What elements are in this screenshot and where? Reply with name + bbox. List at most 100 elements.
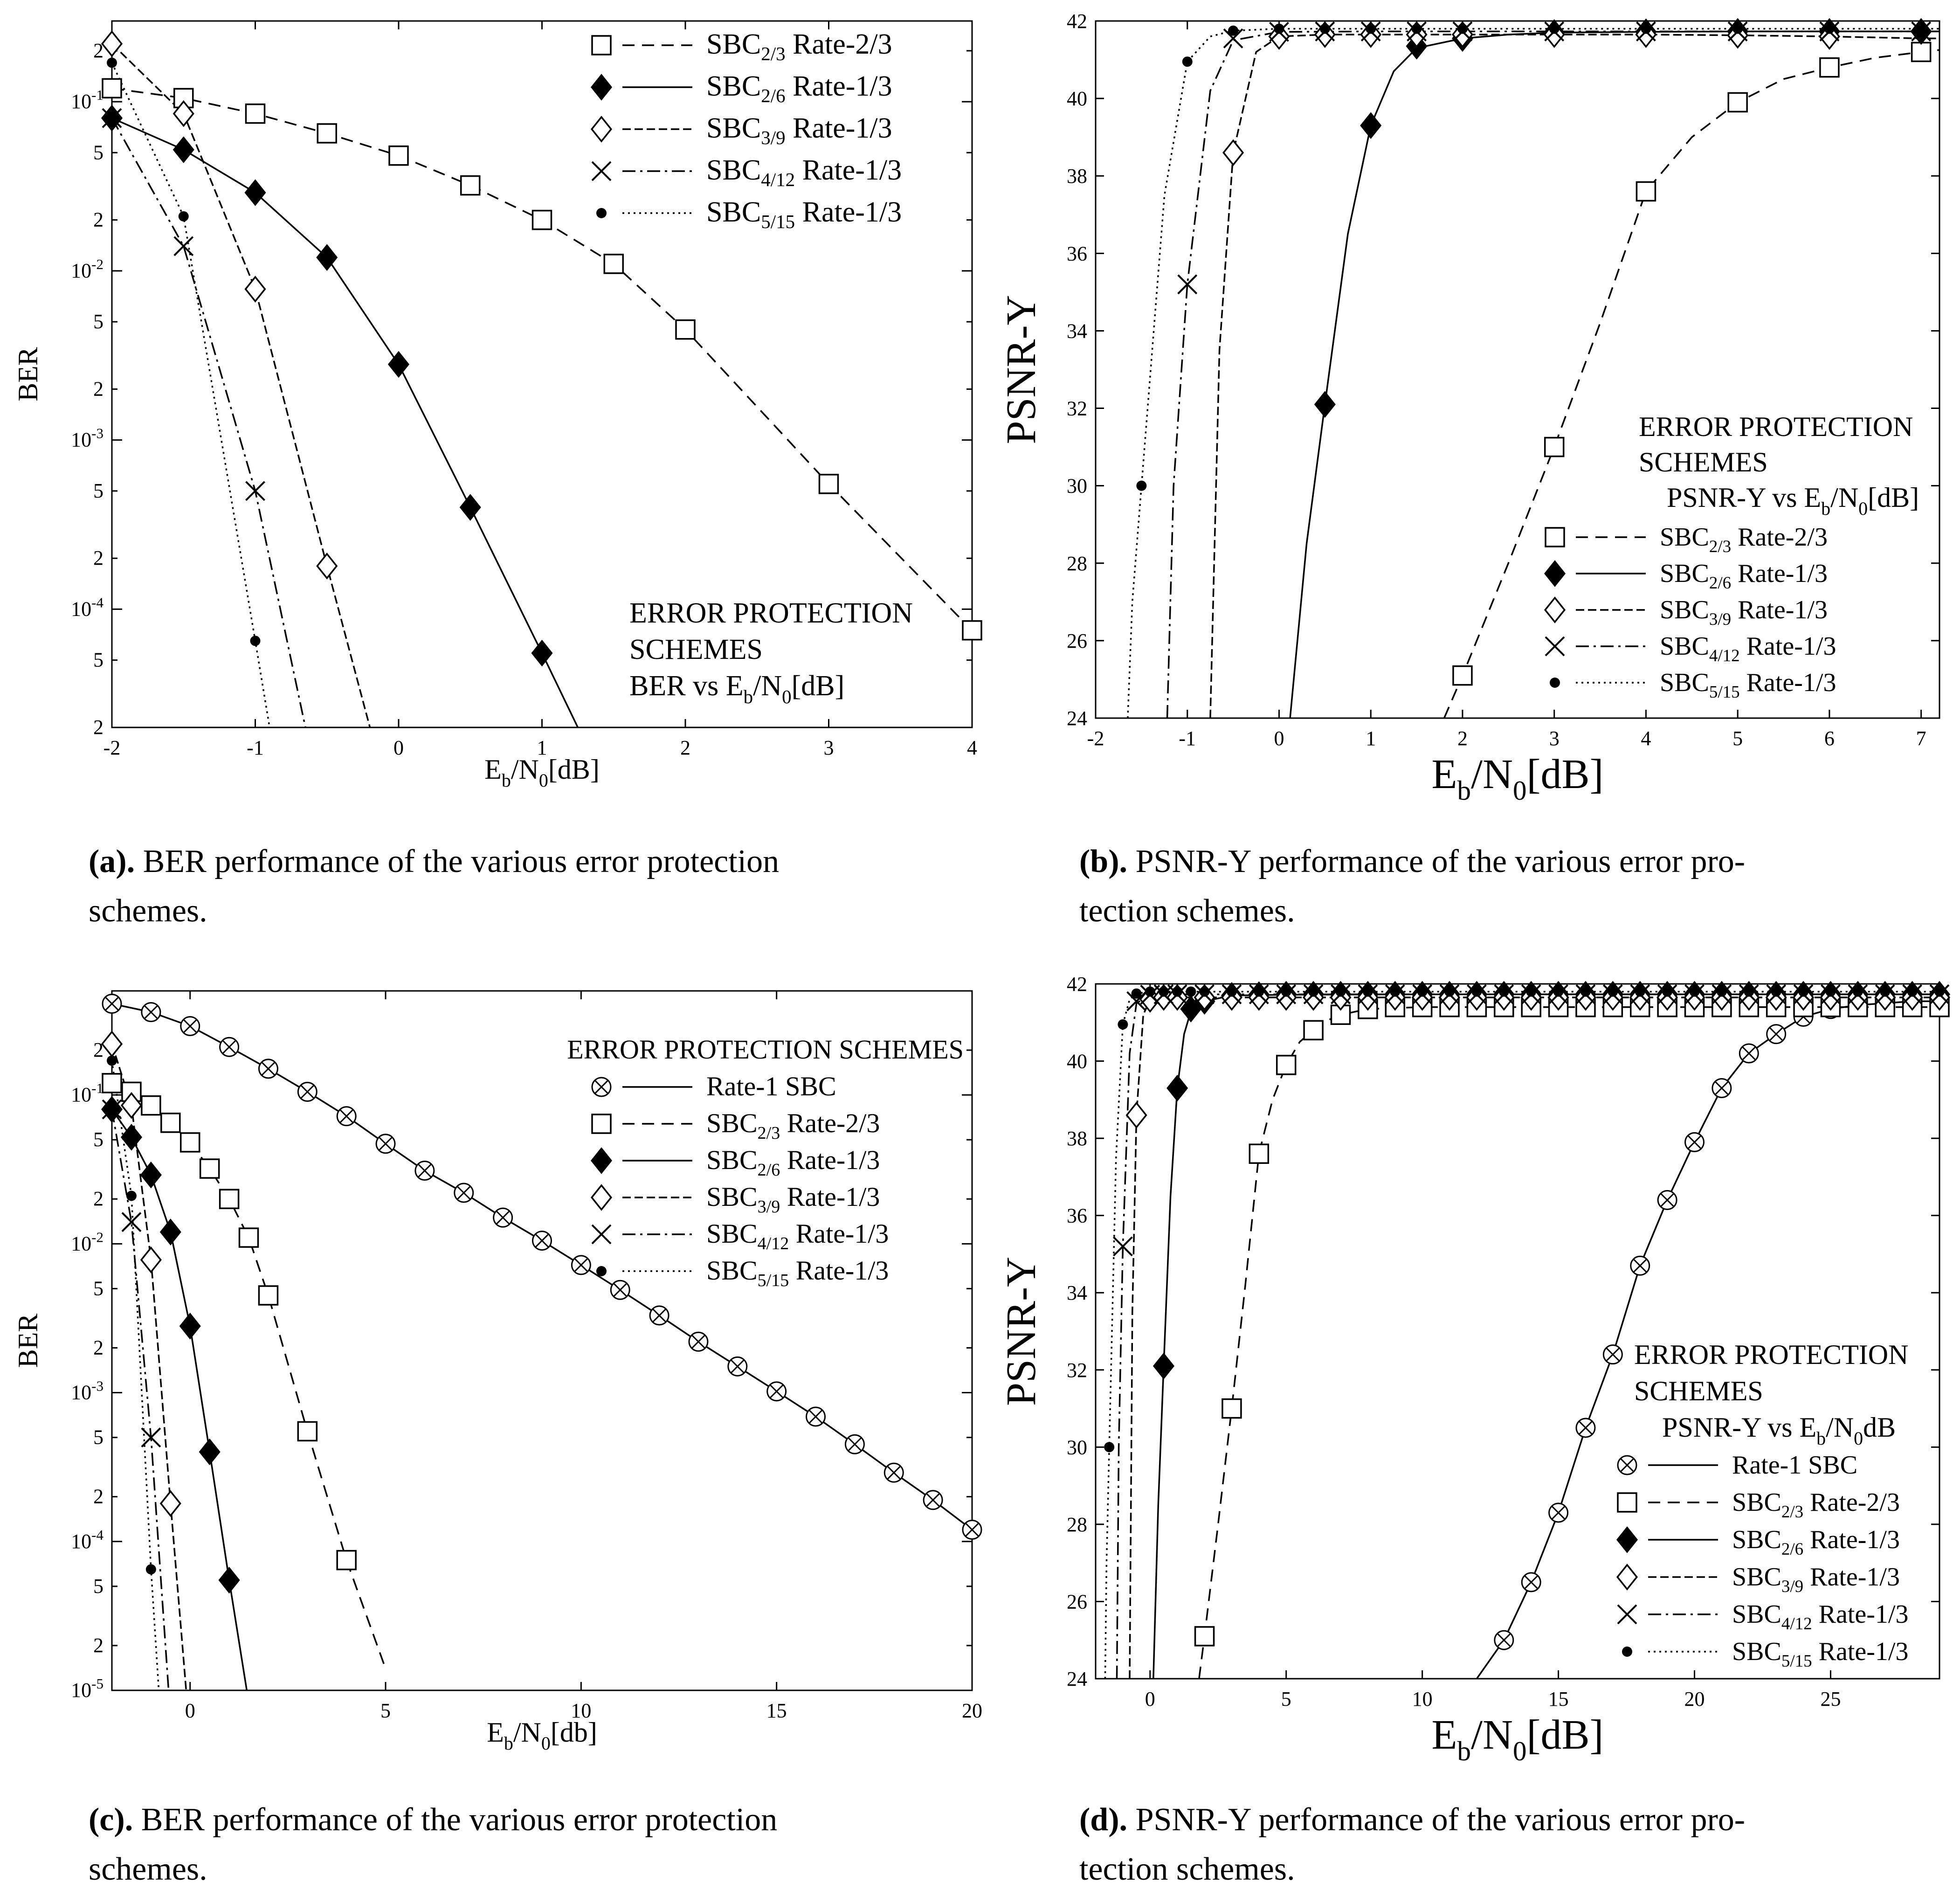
y-tick-label: 38 bbox=[1067, 165, 1087, 187]
legend-label: SBC3/9 Rate-1/3 bbox=[706, 1182, 880, 1217]
legend: SBC2/3 Rate-2/3 SBC2/6 Rate-1/3 SBC3/9 Rat… bbox=[590, 28, 902, 232]
data-point-marker bbox=[1319, 23, 1330, 34]
data-point-marker bbox=[1153, 1352, 1175, 1380]
data-point-marker bbox=[141, 1427, 161, 1448]
legend-entry: Rate-1 SBC bbox=[1617, 1451, 1857, 1480]
data-point-marker bbox=[173, 236, 194, 256]
chart-a: -2 -1 0 1 2 3 4 2 10-1 5 2 10-2 5 2 10-3 5 2 10-4 5 2 Eb/N0[… bbox=[13, 20, 982, 791]
y-tick-label: 26 bbox=[1067, 630, 1087, 652]
caption-d-label: (d). bbox=[1079, 1802, 1128, 1838]
data-point-marker bbox=[1602, 1344, 1623, 1365]
y-tick-label: 2 bbox=[93, 1336, 104, 1359]
legend-marker bbox=[591, 35, 612, 55]
data-point-marker bbox=[336, 1550, 357, 1571]
x-tick-label: 10 bbox=[1412, 1688, 1433, 1710]
x-tick-label: -2 bbox=[104, 736, 121, 759]
series-line-4-12 bbox=[112, 1109, 170, 1690]
data-point-marker bbox=[102, 1099, 122, 1120]
data-point-marker bbox=[1303, 1020, 1324, 1041]
caption-a-line-1: BER performance of the various error pro… bbox=[143, 844, 780, 879]
data-point-marker bbox=[1732, 23, 1743, 34]
series-line-3-9 bbox=[112, 1044, 187, 1690]
x-tick-label: 2 bbox=[680, 736, 690, 759]
y-tick-label: 5 bbox=[93, 1426, 104, 1449]
x-tick-label: 15 bbox=[1548, 1688, 1569, 1710]
legend-label: SBC5/15 Rate-1/3 bbox=[1660, 668, 1836, 702]
x-axis-label: Eb/N0[db] bbox=[487, 1717, 597, 1754]
data-point-marker bbox=[159, 1218, 181, 1246]
data-point-marker bbox=[1274, 23, 1284, 34]
y-tick-label: 5 bbox=[93, 141, 104, 164]
x-axis-label: Eb/N0[dB] bbox=[484, 754, 600, 791]
legend-label: SBC2/6 Rate-1/3 bbox=[1732, 1525, 1900, 1559]
legend-label: SBC4/12 Rate-1/3 bbox=[706, 154, 902, 190]
legend-marker bbox=[596, 1266, 607, 1276]
data-point-marker bbox=[388, 145, 409, 166]
x-tick-label: 0 bbox=[393, 736, 404, 759]
data-point-marker bbox=[1390, 986, 1401, 997]
x-tick-label: 5 bbox=[1281, 1688, 1291, 1710]
data-point-marker bbox=[245, 103, 266, 124]
data-point-marker bbox=[1526, 986, 1537, 997]
legend-marker bbox=[591, 161, 612, 181]
caption-a: (a). BER performance of the various erro… bbox=[89, 837, 974, 936]
data-point-marker bbox=[459, 494, 481, 521]
caption-d-line-1: PSNR-Y performance of the various error … bbox=[1135, 1802, 1746, 1838]
legend-marker bbox=[590, 1184, 613, 1211]
plot-frame bbox=[111, 990, 973, 1691]
y-tick-label: 10-4 bbox=[71, 594, 104, 620]
series-line-3-9 bbox=[1209, 34, 1939, 718]
y-tick-label: 30 bbox=[1067, 1436, 1087, 1459]
data-point-marker bbox=[1548, 1502, 1569, 1523]
y-tick-label: 5 bbox=[93, 479, 104, 502]
data-point-marker bbox=[1635, 986, 1645, 997]
y-axis-label: BER bbox=[13, 347, 43, 401]
annotation-line-1: ERROR PROTECTION bbox=[1639, 411, 1913, 442]
data-point-marker bbox=[1276, 1055, 1297, 1075]
legend-entry: SBC4/12 Rate-1/3 bbox=[591, 1218, 889, 1253]
data-point-marker bbox=[923, 1490, 943, 1510]
legend-label: SBC4/12 Rate-1/3 bbox=[706, 1218, 889, 1253]
legend-marker bbox=[596, 208, 607, 218]
data-point-marker bbox=[1684, 1132, 1705, 1152]
data-point-marker bbox=[121, 1212, 142, 1232]
data-point-marker bbox=[297, 1421, 318, 1442]
data-point-marker bbox=[218, 1566, 240, 1594]
annotation-line-3: PSNR-Y vs Eb/N0dB bbox=[1662, 1412, 1896, 1449]
x-tick-label: 1 bbox=[1366, 727, 1376, 750]
data-point-marker bbox=[1136, 480, 1147, 491]
data-point-marker bbox=[1362, 986, 1373, 997]
data-point-marker bbox=[649, 1305, 669, 1326]
data-point-marker bbox=[1166, 1074, 1188, 1102]
legend: ERROR PROTECTION SCHEMES Rate-1 SBC SBC2/3… bbox=[567, 1034, 964, 1290]
legend-marker bbox=[1617, 1492, 1637, 1513]
legend-marker bbox=[1550, 678, 1560, 688]
y-axis-label: PSNR-Y bbox=[998, 1257, 1044, 1406]
y-tick-label: 30 bbox=[1067, 475, 1087, 498]
x-axis-label: Eb/N0[dB] bbox=[1432, 1712, 1604, 1766]
y-tick-label: 34 bbox=[1067, 1281, 1087, 1304]
data-point-marker bbox=[244, 276, 266, 303]
x-tick-label: 2 bbox=[1457, 727, 1468, 750]
y-tick-label: 10-3 bbox=[71, 1378, 104, 1404]
y-tick-label: 2 bbox=[93, 1187, 104, 1210]
data-point-marker bbox=[101, 30, 123, 57]
data-point-marker bbox=[244, 179, 266, 206]
y-tick-label: 28 bbox=[1067, 552, 1087, 575]
data-point-marker bbox=[1199, 986, 1210, 997]
data-point-marker bbox=[140, 1161, 162, 1189]
data-point-marker bbox=[140, 1246, 162, 1273]
legend-marker bbox=[1545, 636, 1565, 657]
legend-label: SBC3/9 Rate-1/3 bbox=[1732, 1563, 1900, 1596]
chart-b: -2 -1 0 1 2 3 4 5 6 724262830323436384042Eb/N0[dB… bbox=[998, 10, 1940, 806]
data-point-marker bbox=[1452, 665, 1473, 686]
data-point-marker bbox=[532, 1231, 552, 1251]
series-line-3-9 bbox=[112, 43, 371, 727]
y-tick-label: 38 bbox=[1067, 1127, 1087, 1150]
annotation-line-1: ERROR PROTECTION bbox=[629, 597, 913, 629]
series-line-4-12 bbox=[112, 118, 306, 727]
legend-entry: SBC3/9 Rate-1/3 bbox=[1616, 1563, 1900, 1596]
data-point-marker bbox=[1249, 1143, 1270, 1164]
legend-marker bbox=[1617, 1604, 1637, 1625]
data-point-marker bbox=[1852, 986, 1863, 997]
